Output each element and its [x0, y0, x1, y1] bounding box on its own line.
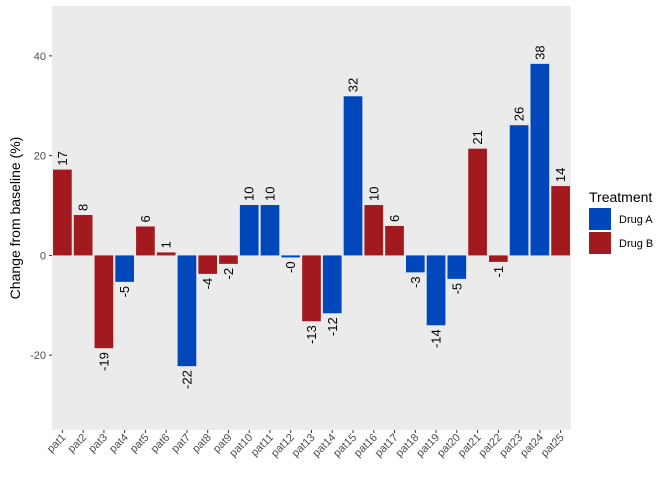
data-label-pat14: -12: [325, 317, 340, 336]
data-label-pat10: 10: [242, 187, 257, 201]
data-label-pat24: 38: [532, 45, 547, 59]
data-label-pat13: -13: [304, 325, 319, 344]
y-axis-title: Change from baseline (%): [7, 137, 23, 300]
data-label-pat16: 10: [366, 187, 381, 201]
legend-key-drug-a: [589, 208, 611, 230]
bar-pat12: [281, 255, 301, 258]
data-label-pat23: 26: [512, 107, 527, 121]
bar-pat19: [426, 255, 446, 326]
bar-pat4: [115, 255, 135, 282]
x-tick-label: pat2: [66, 432, 90, 456]
x-tick-label: pat7: [169, 432, 193, 456]
data-label-pat8: -4: [200, 278, 215, 290]
plot-panel: [52, 6, 571, 430]
data-label-pat2: 8: [76, 204, 91, 211]
bar-pat6: [156, 252, 176, 256]
x-tick-label: pat5: [128, 432, 152, 456]
x-tick-label: pat6: [149, 432, 173, 456]
bar-pat11: [260, 205, 280, 256]
bar-pat5: [136, 226, 155, 256]
legend-label: Drug B: [619, 238, 653, 250]
y-tick-label: -20: [30, 350, 46, 362]
bar-pat17: [385, 225, 404, 256]
y-tick-label: 20: [34, 151, 46, 163]
legend-key-drug-b: [589, 232, 611, 254]
bar-pat18: [405, 255, 425, 273]
data-label-pat4: -5: [117, 286, 132, 298]
data-label-pat5: 6: [138, 215, 153, 222]
legend-title: Treatment: [589, 189, 652, 205]
data-label-pat25: 14: [553, 168, 568, 182]
y-axis: -20 0 20 40: [30, 51, 52, 362]
data-label-pat7: -22: [179, 370, 194, 389]
bar-pat3: [94, 255, 114, 349]
y-tick-label: 0: [40, 250, 46, 262]
data-label-pat15: 32: [346, 78, 361, 92]
data-label-pat11: 10: [262, 187, 277, 201]
bar-pat20: [447, 255, 467, 279]
bar-pat1: [53, 169, 72, 256]
data-label-pat20: -5: [449, 283, 464, 295]
data-label-pat3: -19: [96, 352, 111, 371]
x-tick-label: pat3: [86, 432, 110, 456]
data-label-pat21: 21: [470, 130, 485, 144]
x-tick-label: pat10: [227, 432, 255, 460]
data-label-pat22: -1: [491, 266, 506, 278]
data-label-pat6: 1: [159, 241, 174, 248]
bar-pat10: [239, 205, 259, 256]
legend-label: Drug A: [619, 214, 653, 226]
x-axis: pat1pat2pat3pat4pat5pat6pat7pat8pat9pat1…: [45, 430, 567, 460]
y-tick-label: 40: [34, 51, 46, 63]
data-label-pat18: -3: [408, 276, 423, 288]
x-tick-label: pat4: [107, 432, 131, 456]
bar-pat21: [468, 148, 487, 256]
bar-pat8: [198, 255, 218, 274]
bar-pat13: [302, 255, 321, 322]
x-tick-label: pat8: [190, 432, 214, 456]
x-tick-label: pat25: [539, 432, 567, 460]
bar-pat23: [509, 125, 529, 256]
bar-pat7: [177, 255, 197, 367]
legend: Treatment Drug A Drug B: [589, 189, 653, 254]
bar-pat9: [219, 255, 238, 264]
data-labels-group: 17 8 -19 -5 6 1 -22 -4 -2 10 10 -0 -13 -12 32 10 6 -3 -14 -…: [55, 45, 568, 389]
bar-pat25: [551, 186, 570, 256]
data-label-pat19: -14: [429, 329, 444, 348]
bar-pat15: [343, 96, 363, 256]
data-label-pat9: -2: [221, 268, 236, 280]
x-tick-label: pat1: [45, 432, 69, 456]
bar-pat22: [488, 255, 508, 262]
bar-pat24: [530, 63, 550, 256]
bars-group: [53, 63, 570, 367]
data-label-pat17: 6: [387, 215, 402, 222]
bar-pat16: [364, 205, 384, 256]
data-label-pat12: -0: [283, 261, 298, 273]
data-label-pat1: 17: [55, 151, 70, 165]
bar-pat14: [322, 255, 342, 314]
bar-pat2: [73, 215, 93, 256]
